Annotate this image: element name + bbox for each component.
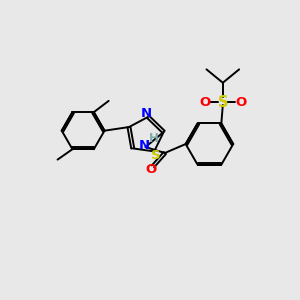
Text: H: H — [149, 132, 159, 145]
Text: O: O — [235, 96, 246, 109]
Text: N: N — [141, 107, 152, 120]
Text: N: N — [139, 139, 150, 152]
Text: S: S — [218, 94, 228, 110]
Text: O: O — [200, 96, 211, 109]
Text: O: O — [146, 164, 157, 176]
Text: S: S — [151, 149, 160, 162]
